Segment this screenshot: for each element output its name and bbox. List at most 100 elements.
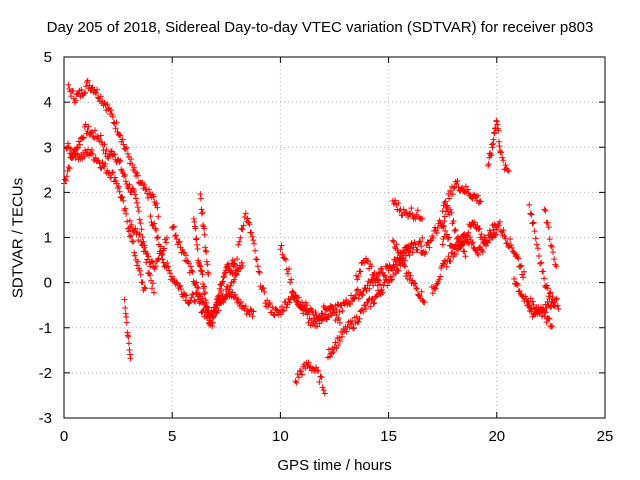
data-point xyxy=(201,283,208,290)
data-point xyxy=(141,284,148,291)
data-point xyxy=(150,193,157,200)
data-point xyxy=(548,243,555,250)
data-point xyxy=(537,260,544,267)
data-point xyxy=(393,241,400,248)
data-point xyxy=(236,238,243,245)
data-point xyxy=(67,145,74,152)
data-point xyxy=(482,234,489,241)
data-point xyxy=(454,246,461,253)
data-point xyxy=(395,267,402,274)
data-point xyxy=(525,300,532,307)
data-point xyxy=(295,294,302,301)
data-point xyxy=(459,241,466,248)
data-point xyxy=(287,279,294,286)
data-point xyxy=(347,301,354,308)
data-point xyxy=(163,239,170,246)
data-point xyxy=(514,282,521,289)
data-point xyxy=(488,141,495,148)
data-point xyxy=(297,368,304,375)
data-point xyxy=(124,332,131,339)
data-point xyxy=(193,235,200,242)
data-point xyxy=(477,198,484,205)
data-point xyxy=(123,319,130,326)
data-point xyxy=(161,245,168,252)
data-point xyxy=(118,193,125,200)
data-point xyxy=(414,285,421,292)
series-track-j xyxy=(292,359,328,397)
data-point xyxy=(467,223,474,230)
data-point xyxy=(63,173,70,180)
data-point xyxy=(355,295,362,302)
data-point xyxy=(282,256,289,263)
data-point xyxy=(84,77,91,84)
data-point xyxy=(128,156,135,163)
data-point xyxy=(111,151,118,158)
data-point xyxy=(228,267,235,274)
data-point xyxy=(288,276,295,283)
data-point xyxy=(190,215,197,222)
data-point xyxy=(231,260,238,267)
data-point xyxy=(450,218,457,225)
data-point xyxy=(215,307,222,314)
data-point xyxy=(148,219,155,226)
data-point xyxy=(256,269,263,276)
data-point xyxy=(97,93,104,100)
data-point xyxy=(424,239,431,246)
data-point xyxy=(200,222,207,229)
data-point xyxy=(532,235,539,242)
data-point xyxy=(88,129,95,136)
data-point xyxy=(138,226,145,233)
data-point xyxy=(491,221,498,228)
data-point xyxy=(147,272,154,279)
data-point xyxy=(131,249,138,256)
data-point xyxy=(232,291,239,298)
data-point xyxy=(105,170,112,177)
data-point xyxy=(80,134,87,141)
data-point xyxy=(508,242,515,249)
data-point xyxy=(134,258,141,265)
data-point xyxy=(336,334,343,341)
data-point xyxy=(490,136,497,143)
y-tick-label: 0 xyxy=(44,275,52,292)
data-point xyxy=(92,127,99,134)
data-point xyxy=(176,282,183,289)
data-point xyxy=(134,204,141,211)
data-point xyxy=(540,268,547,275)
data-point xyxy=(421,299,428,306)
data-point xyxy=(120,173,127,180)
series-track-w xyxy=(524,295,562,315)
series-track-l xyxy=(325,240,415,361)
data-point xyxy=(404,245,411,252)
x-tick-label: 15 xyxy=(380,428,397,445)
data-point xyxy=(294,371,301,378)
chart-title: Day 205 of 2018, Sidereal Day-to-day VTE… xyxy=(46,19,594,36)
data-point xyxy=(136,216,143,223)
data-point xyxy=(411,280,418,287)
data-point xyxy=(499,154,506,161)
data-point xyxy=(121,171,128,178)
data-point xyxy=(516,287,523,294)
data-point xyxy=(226,286,233,293)
data-point xyxy=(65,164,72,171)
data-point xyxy=(101,141,108,148)
data-point xyxy=(305,359,312,366)
data-point xyxy=(415,292,422,299)
data-point xyxy=(461,248,468,255)
data-point xyxy=(353,287,360,294)
data-point xyxy=(502,235,509,242)
data-point xyxy=(546,236,553,243)
data-point xyxy=(122,304,129,311)
data-point xyxy=(239,226,246,233)
data-point xyxy=(135,208,142,215)
x-tick-label: 25 xyxy=(597,428,614,445)
data-point xyxy=(183,252,190,259)
data-point xyxy=(127,351,134,358)
data-point xyxy=(492,231,499,238)
data-point xyxy=(547,242,554,249)
data-point xyxy=(527,210,534,217)
data-point xyxy=(194,246,201,253)
data-point xyxy=(105,106,112,113)
data-point xyxy=(405,249,412,256)
data-point xyxy=(478,231,485,238)
